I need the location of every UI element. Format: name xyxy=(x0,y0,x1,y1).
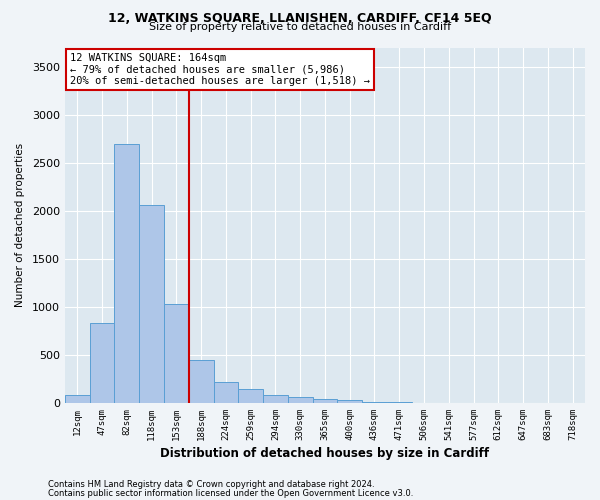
Bar xyxy=(313,398,337,403)
Bar xyxy=(164,304,189,403)
Text: Size of property relative to detached houses in Cardiff: Size of property relative to detached ho… xyxy=(149,22,451,32)
Text: 12 WATKINS SQUARE: 164sqm
← 79% of detached houses are smaller (5,986)
20% of se: 12 WATKINS SQUARE: 164sqm ← 79% of detac… xyxy=(70,53,370,86)
Text: Contains public sector information licensed under the Open Government Licence v3: Contains public sector information licen… xyxy=(48,488,413,498)
Text: 12, WATKINS SQUARE, LLANISHEN, CARDIFF, CF14 5EQ: 12, WATKINS SQUARE, LLANISHEN, CARDIFF, … xyxy=(108,12,492,26)
Bar xyxy=(263,396,288,403)
Bar xyxy=(362,402,387,403)
Bar xyxy=(89,323,115,403)
Bar xyxy=(65,396,89,403)
Text: Contains HM Land Registry data © Crown copyright and database right 2024.: Contains HM Land Registry data © Crown c… xyxy=(48,480,374,489)
Y-axis label: Number of detached properties: Number of detached properties xyxy=(15,143,25,308)
Bar xyxy=(288,396,313,403)
Bar xyxy=(139,205,164,403)
Bar xyxy=(238,389,263,403)
Bar xyxy=(214,382,238,403)
X-axis label: Distribution of detached houses by size in Cardiff: Distribution of detached houses by size … xyxy=(160,447,490,460)
Bar xyxy=(337,400,362,403)
Bar xyxy=(189,360,214,403)
Bar xyxy=(115,144,139,403)
